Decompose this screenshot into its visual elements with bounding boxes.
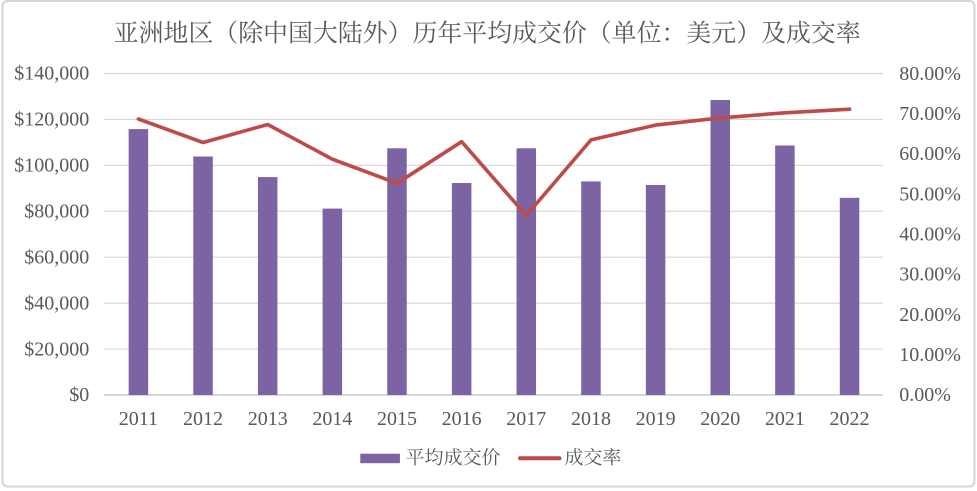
svg-text:70.00%: 70.00% — [899, 103, 961, 125]
svg-text:$0: $0 — [69, 384, 89, 406]
svg-text:60.00%: 60.00% — [899, 143, 961, 165]
svg-text:$20,000: $20,000 — [24, 338, 89, 360]
svg-text:2011: 2011 — [119, 408, 158, 430]
svg-text:2019: 2019 — [636, 408, 676, 430]
svg-text:$60,000: $60,000 — [24, 246, 89, 268]
svg-text:$100,000: $100,000 — [14, 155, 89, 177]
svg-text:2014: 2014 — [312, 408, 352, 430]
svg-text:80.00%: 80.00% — [899, 63, 961, 85]
svg-text:$80,000: $80,000 — [24, 200, 89, 222]
svg-text:2016: 2016 — [442, 408, 482, 430]
svg-text:2022: 2022 — [830, 408, 870, 430]
svg-text:10.00%: 10.00% — [899, 344, 961, 366]
svg-text:40.00%: 40.00% — [899, 223, 961, 245]
svg-text:50.00%: 50.00% — [899, 183, 961, 205]
svg-text:30.00%: 30.00% — [899, 264, 961, 286]
svg-text:2018: 2018 — [571, 408, 611, 430]
svg-text:2012: 2012 — [183, 408, 223, 430]
svg-text:$140,000: $140,000 — [14, 63, 89, 85]
svg-text:2021: 2021 — [765, 408, 805, 430]
svg-text:20.00%: 20.00% — [899, 304, 961, 326]
svg-text:$40,000: $40,000 — [24, 292, 89, 314]
svg-text:$120,000: $120,000 — [14, 109, 89, 131]
svg-text:2017: 2017 — [506, 408, 546, 430]
svg-text:2020: 2020 — [700, 408, 740, 430]
svg-text:0.00%: 0.00% — [899, 384, 951, 406]
svg-text:2015: 2015 — [377, 408, 417, 430]
svg-text:2013: 2013 — [248, 408, 288, 430]
